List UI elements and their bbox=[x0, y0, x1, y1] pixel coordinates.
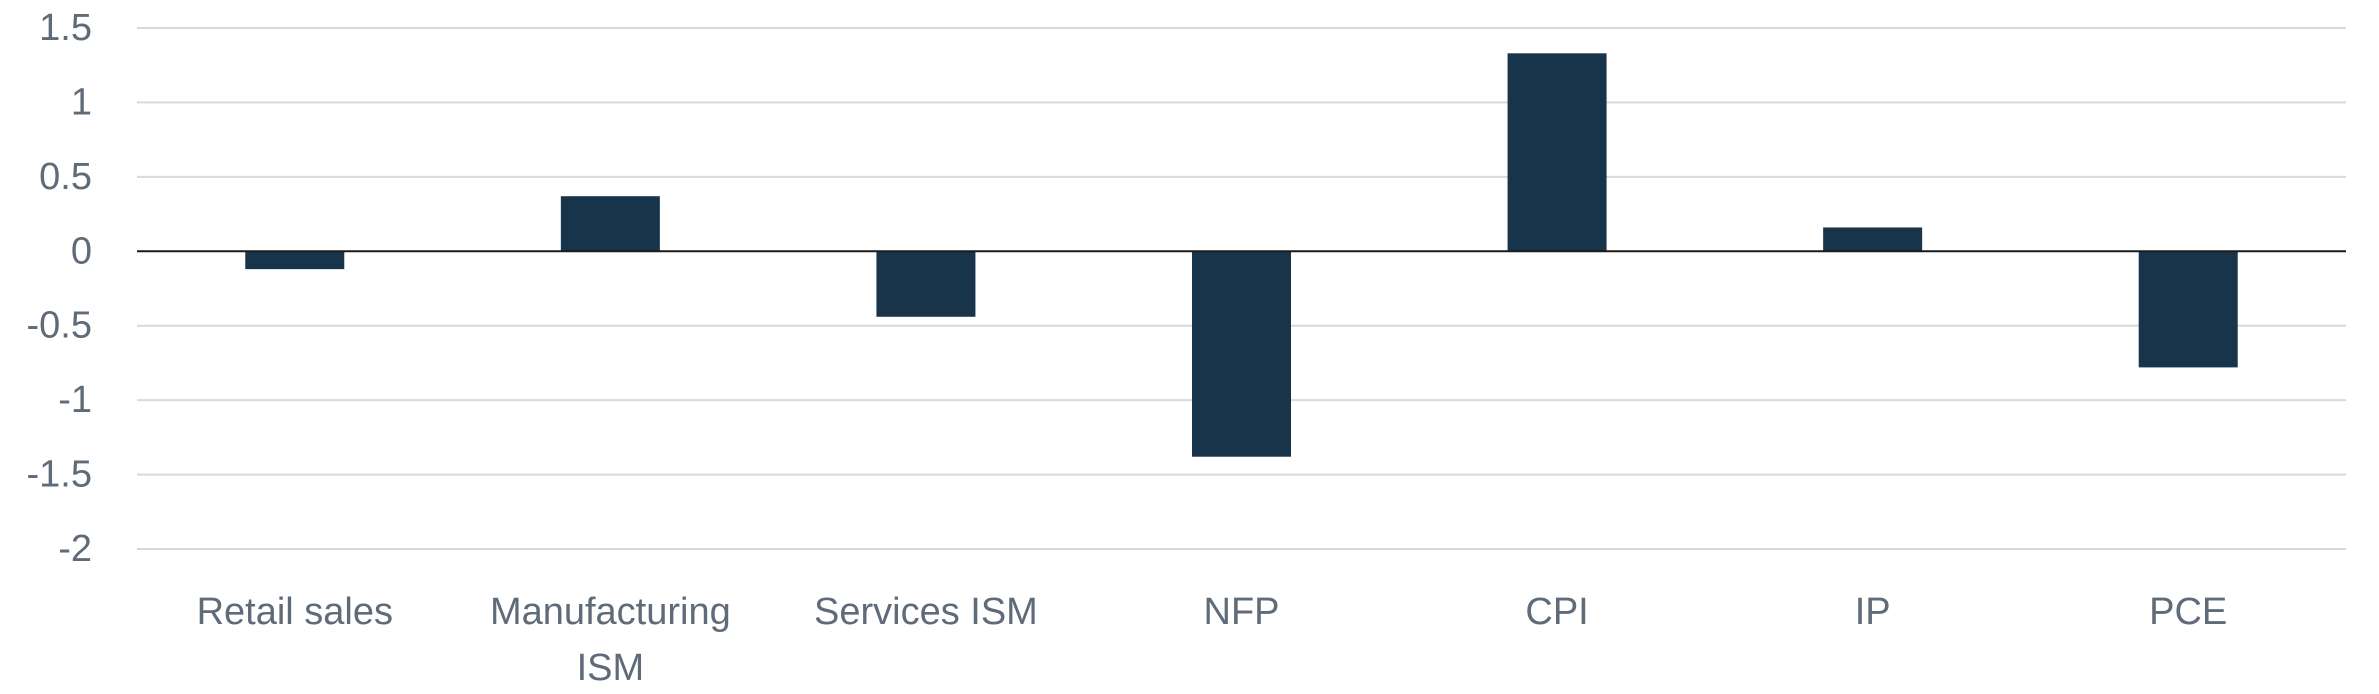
x-category-label: Retail sales bbox=[197, 591, 393, 633]
x-category-label-line: IP bbox=[1855, 591, 1891, 633]
bars bbox=[245, 53, 2238, 457]
bar bbox=[1823, 227, 1923, 252]
x-category-label-line: ISM bbox=[577, 647, 645, 689]
x-category-label-line: CPI bbox=[1525, 591, 1588, 633]
bar bbox=[876, 251, 976, 317]
bar bbox=[2138, 251, 2238, 368]
bar bbox=[1507, 53, 1607, 252]
y-tick-label: 0.5 bbox=[39, 156, 92, 198]
x-category-label-line: Manufacturing bbox=[490, 591, 731, 633]
y-tick-label: -2 bbox=[58, 528, 92, 570]
x-category-label: NFP bbox=[1204, 591, 1280, 633]
x-category-label: IP bbox=[1855, 591, 1891, 633]
x-axis-labels: Retail sales Manufacturing ISM Services ISM… bbox=[197, 591, 2228, 689]
bar bbox=[1192, 251, 1291, 457]
x-category-label-line: PCE bbox=[2149, 591, 2227, 633]
x-category-label-line: Services ISM bbox=[814, 591, 1038, 633]
x-category-label-line: Retail sales bbox=[197, 591, 393, 633]
y-tick-label: -1.5 bbox=[27, 454, 92, 496]
bar bbox=[560, 196, 660, 252]
y-axis-ticks: 1.5 1 0.5 0 -0.5 -1 -1.5 -2 bbox=[27, 7, 92, 570]
y-tick-label: -0.5 bbox=[27, 305, 92, 347]
y-tick-label: -1 bbox=[58, 379, 92, 421]
x-category-label: Manufacturing ISM bbox=[490, 591, 731, 689]
x-category-label: CPI bbox=[1525, 591, 1588, 633]
y-tick-label: 1 bbox=[71, 81, 92, 123]
y-tick-label: 0 bbox=[71, 230, 92, 272]
bar bbox=[245, 251, 345, 270]
x-category-label-line: NFP bbox=[1204, 591, 1280, 633]
x-category-label: PCE bbox=[2149, 591, 2227, 633]
x-category-label: Services ISM bbox=[814, 591, 1038, 633]
y-tick-label: 1.5 bbox=[39, 7, 92, 49]
